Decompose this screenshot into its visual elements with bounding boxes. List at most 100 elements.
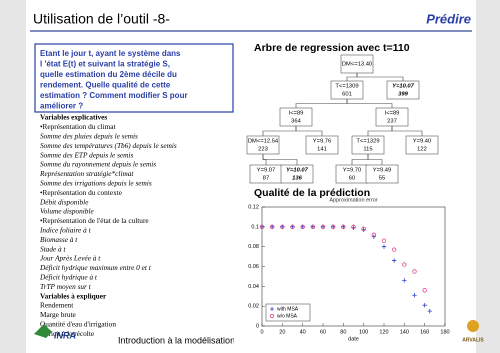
node-label: I<=89 [385, 111, 400, 117]
x-tick-label: 100 [359, 329, 368, 335]
variables-list: Variables explicatives•Représentation du… [39, 113, 177, 338]
variable-line: Stade à t [40, 244, 67, 253]
legend-marker [270, 314, 274, 318]
point [331, 224, 336, 229]
variable-line: Déficit à la récolte [40, 329, 94, 338]
y-tick-label: 0 [256, 323, 259, 329]
node-label: I<=89 [289, 111, 304, 117]
tree-edge [356, 73, 404, 81]
x-tick-label: 120 [379, 329, 388, 335]
node-label: Y=9.76 [313, 139, 332, 145]
footer: Introduction à la modélisation [118, 335, 235, 345]
y-tick-label: 0.08 [248, 244, 259, 250]
tree-node: Y=9.70 60 [335, 164, 369, 184]
section-label: Prédire [426, 11, 471, 26]
question-line: estimation ? Comment modifier S pour [40, 91, 188, 100]
tree-node: Y=9.76 141 [305, 135, 339, 155]
point [341, 224, 346, 229]
footer-text: Introduction à la modélisation [118, 335, 235, 345]
tree-node: Y=9.40 122 [405, 135, 439, 155]
point [381, 244, 387, 249]
point [259, 224, 265, 229]
y-tick-label: 0.12 [248, 204, 259, 210]
y-tick-label: 0.1 [251, 224, 259, 230]
regression-tree: DM<=13.40T<=1309601Y=10.07399I<=89364I<=… [246, 54, 439, 184]
node-count: 55 [379, 176, 385, 182]
node-box [351, 135, 385, 155]
variable-line: Volume disponible [40, 207, 94, 216]
node-count: 122 [417, 147, 427, 153]
node-box [405, 135, 439, 155]
point [381, 238, 387, 243]
tree-edge [367, 154, 383, 165]
tree-edge [346, 99, 393, 108]
node-count: 237 [387, 119, 397, 125]
point [422, 288, 427, 293]
point [392, 247, 397, 252]
y-tick-label: 0.02 [248, 304, 259, 310]
node-label: Y=9.40 [413, 139, 432, 145]
node-count: 601 [342, 92, 352, 98]
node-box [386, 80, 420, 100]
point [280, 224, 285, 229]
node-count: 364 [291, 119, 301, 125]
node-count: 87 [263, 176, 269, 182]
variable-line: •Représentation de l'état de la culture [40, 216, 149, 225]
question-box [34, 43, 234, 113]
variable-line: Somme des irrigations depuis le semis [40, 178, 152, 187]
node-count: 223 [258, 147, 268, 153]
x-tick-label: 80 [340, 329, 346, 335]
variable-line: Biomasse à t [40, 235, 78, 244]
node-box [246, 135, 280, 155]
variable-line: Somme du rayonnement depuis le semis [40, 160, 156, 169]
point [427, 308, 432, 314]
inra-logo: INRA [34, 324, 76, 340]
point [402, 278, 407, 283]
variable-line: Rendement [40, 301, 73, 310]
error-chart: Approximation error 0 0.02 0.04 0.06 0.08 0.1 0… [248, 197, 449, 342]
x-tick-label: 0 [260, 329, 263, 335]
tree-node: T<=1329 115 [351, 135, 385, 155]
node-box [305, 135, 339, 155]
node-box [365, 164, 399, 184]
node-label: Y=9.07 [257, 168, 276, 174]
question-line: Etant le jour t, ayant le système dans [40, 49, 181, 58]
node-label: DM<=13.40 [342, 62, 372, 68]
tree-edge [262, 154, 298, 165]
variable-line: Variables explicatives [40, 113, 107, 122]
node-box [280, 164, 314, 184]
node-label: T<=1309 [335, 84, 358, 90]
node-label: Y=10.07 [286, 168, 309, 174]
arvalis-text: ARVALIS [462, 337, 484, 343]
variable-line: •Représentation du contexte [40, 188, 122, 197]
variable-line: Somme des températures (Tb6) depuis le s… [40, 141, 177, 150]
quality-title: Qualité de la prédiction [254, 187, 370, 199]
question-line: améliorer ? [40, 102, 83, 111]
chart-title: Approximation error [329, 197, 377, 203]
node-count: 399 [398, 92, 408, 98]
y-tick-label: 0.04 [248, 284, 259, 290]
variable-line: TrTP moyen sur t [40, 282, 92, 291]
x-tick-label: 60 [320, 329, 326, 335]
x-tick-label: 160 [420, 329, 429, 335]
point [270, 224, 275, 229]
legend-box [265, 303, 311, 322]
node-box [330, 80, 364, 100]
legend-label: w/o MSA [277, 313, 298, 319]
point [351, 224, 356, 229]
tree-node: I<=89 364 [279, 107, 313, 127]
variable-line: •Représentation du climat [40, 122, 116, 131]
x-tick-label: 140 [400, 329, 409, 335]
point [402, 262, 407, 267]
node-box [340, 54, 374, 74]
node-count: 60 [349, 176, 355, 182]
point [290, 224, 295, 229]
point [361, 226, 366, 231]
node-label: Y=9.49 [373, 168, 392, 174]
variable-line: Représentation stratégie*climat [39, 169, 134, 178]
variable-line: Somme des ETP depuis le semis [40, 150, 133, 159]
question-line: quelle estimation du 2ème décile du [40, 70, 177, 79]
variable-line: Marge brute [40, 310, 76, 319]
